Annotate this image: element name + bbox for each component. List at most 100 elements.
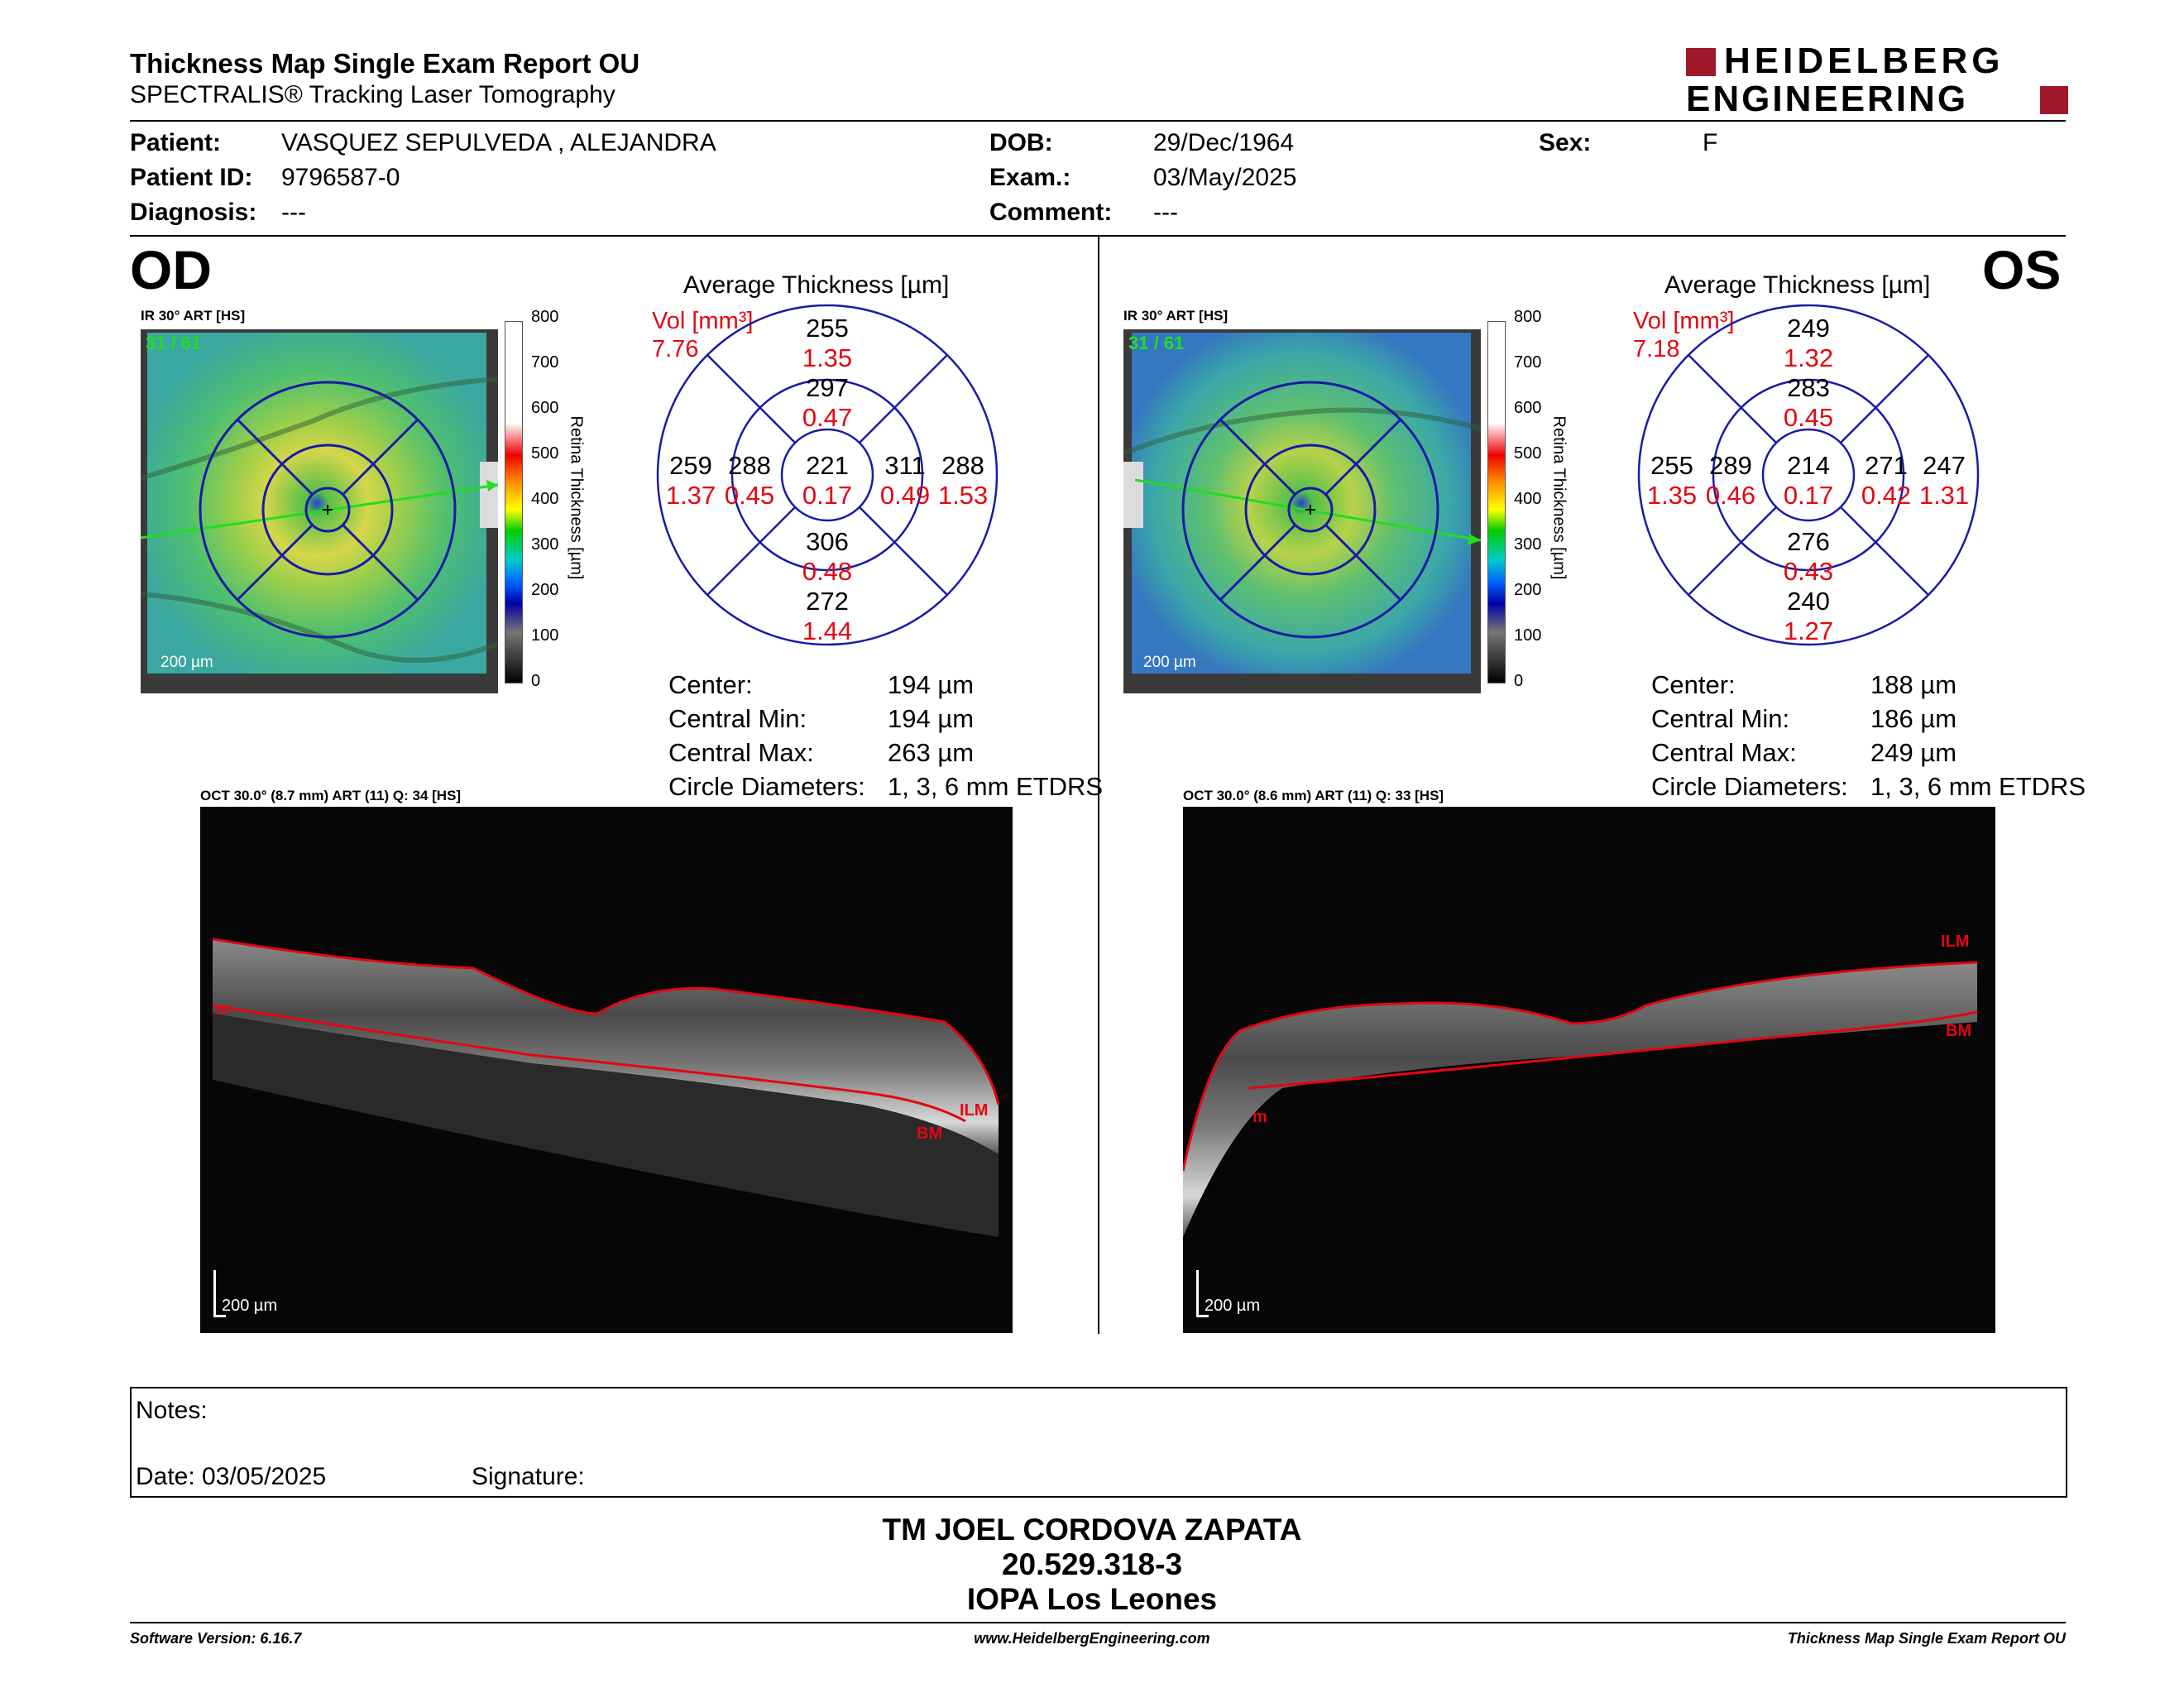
- od-tick-600: 600: [531, 399, 559, 417]
- os-outer-top: 249: [1787, 314, 1830, 343]
- od-max-value: 263 µm: [888, 738, 975, 767]
- os-tick-600: 600: [1514, 399, 1542, 417]
- od-inner-bottom: 306: [806, 527, 849, 556]
- od-outer-top: 255: [806, 314, 849, 343]
- od-tick-400: 400: [531, 490, 559, 508]
- os-tick-100: 100: [1514, 626, 1542, 645]
- patient-rule: [130, 235, 2066, 237]
- os-oct-scalebar: [1196, 1270, 1209, 1317]
- dob-value: 29/Dec/1964: [1153, 129, 1295, 156]
- footer-report-name: Thickness Map Single Exam Report OU: [1787, 1630, 2066, 1647]
- od-tick-800: 800: [531, 308, 559, 326]
- os-circ-value: 1, 3, 6 mm ETDRS: [1870, 772, 2086, 801]
- os-max-label: Central Max:: [1651, 738, 1797, 767]
- od-layer-bm: BM: [917, 1125, 943, 1143]
- notes-signature: Signature:: [472, 1463, 585, 1490]
- od-outer-bottom-vol: 1.44: [802, 616, 853, 645]
- od-inner-left: 288: [728, 451, 771, 480]
- os-outer-left: 255: [1650, 451, 1693, 480]
- os-tick-0: 0: [1514, 672, 1524, 690]
- od-inner-right-vol: 0.49: [879, 481, 931, 510]
- os-oct-label: OCT 30.0° (8.6 mm) ART (11) Q: 33 [HS]: [1183, 788, 1444, 803]
- od-map-scale: 200 µm: [160, 654, 213, 671]
- os-center-vol: 0.17: [1783, 481, 1834, 510]
- od-tick-200: 200: [531, 581, 559, 599]
- os-center-label: Center:: [1651, 670, 1736, 699]
- os-inner-right-vol: 0.42: [1861, 481, 1912, 510]
- patient-id-value: 9796587-0: [281, 164, 400, 191]
- os-colorbar-label: Retina Thickness [µm]: [1549, 415, 1569, 580]
- os-tick-400: 400: [1514, 490, 1542, 508]
- os-ir-label: IR 30° ART [HS]: [1123, 308, 1228, 324]
- os-circ-label: Circle Diameters:: [1651, 772, 1848, 801]
- od-eye-label: OD: [130, 239, 212, 300]
- os-map-scale: 200 µm: [1143, 654, 1196, 671]
- od-outer-right: 288: [941, 451, 984, 480]
- od-layer-m: m: [215, 1000, 230, 1019]
- od-vol-label: Vol [mm³]: [652, 308, 754, 334]
- od-outer-top-vol: 1.35: [802, 343, 853, 372]
- od-layer-ilm: ILM: [960, 1101, 989, 1120]
- os-layer-bm: BM: [1946, 1022, 1972, 1040]
- os-outer-right-vol: 1.31: [1918, 481, 1970, 510]
- od-inner-bottom-vol: 0.48: [802, 557, 853, 586]
- os-layer-ilm: ILM: [1941, 933, 1970, 951]
- os-tick-300: 300: [1514, 535, 1542, 554]
- diagnosis-label: Diagnosis:: [130, 199, 257, 226]
- os-center: 214: [1787, 451, 1830, 480]
- od-min-label: Central Min:: [668, 704, 807, 733]
- heidelberg-logo: HEIDELBERG ENGINEERING: [1686, 41, 2068, 119]
- report-title: Thickness Map Single Exam Report OU: [130, 48, 640, 79]
- od-tick-700: 700: [531, 353, 559, 372]
- os-min-label: Central Min:: [1651, 704, 1790, 733]
- od-outer-bottom: 272: [806, 587, 849, 616]
- os-thickness-map: 31 / 61 200 µm: [1123, 329, 1481, 693]
- os-tick-800: 800: [1514, 308, 1542, 326]
- od-ir-label: IR 30° ART [HS]: [141, 308, 246, 324]
- notes-date: Date: 03/05/2025: [136, 1463, 327, 1490]
- stamp-institution: IOPA Los Leones: [966, 1582, 1218, 1616]
- stamp-rut: 20.529.318-3: [1001, 1547, 1183, 1581]
- os-tick-200: 200: [1514, 581, 1542, 599]
- os-oct-scan: ILM BM m 200 µm: [1183, 807, 1995, 1333]
- od-tick-500: 500: [531, 444, 559, 463]
- report-subtitle: SPECTRALIS® Tracking Laser Tomography: [130, 81, 615, 108]
- notes-box[interactable]: [130, 1387, 2067, 1498]
- od-outer-left: 259: [669, 451, 712, 480]
- os-inner-top-vol: 0.45: [1783, 403, 1834, 432]
- os-outer-bottom: 240: [1787, 587, 1830, 616]
- od-oct-scalebar: [213, 1270, 226, 1317]
- os-layer-m: m: [1252, 1108, 1267, 1126]
- exam-value: 03/May/2025: [1153, 164, 1297, 191]
- od-center: 221: [806, 451, 849, 480]
- od-inner-left-vol: 0.45: [724, 481, 775, 510]
- os-etdrs-grid: [1637, 304, 1980, 646]
- os-inner-top: 283: [1787, 373, 1830, 402]
- comment-label: Comment:: [989, 199, 1113, 226]
- od-max-label: Central Max:: [668, 738, 814, 767]
- od-outer-left-vol: 1.37: [665, 481, 716, 510]
- os-outer-bottom-vol: 1.27: [1783, 616, 1834, 645]
- od-etdrs-grid: [656, 304, 999, 646]
- od-center-label: Center:: [668, 670, 753, 699]
- header-rule: [130, 120, 2066, 122]
- patient-name: VASQUEZ SEPULVEDA , ALEJANDRA: [281, 129, 716, 156]
- os-outer-top-vol: 1.32: [1783, 343, 1834, 372]
- os-eye-label: OS: [1982, 239, 2062, 300]
- os-max-value: 249 µm: [1870, 738, 1957, 767]
- od-min-value: 194 µm: [888, 704, 975, 733]
- od-tick-0: 0: [531, 672, 541, 690]
- od-center-vol: 0.17: [802, 481, 853, 510]
- os-tick-700: 700: [1514, 353, 1542, 372]
- od-center-value: 194 µm: [888, 670, 975, 699]
- os-inner-left-vol: 0.46: [1705, 481, 1756, 510]
- od-inner-right: 311: [884, 451, 926, 480]
- od-avg-title: Average Thickness [µm]: [683, 271, 950, 299]
- od-colorbar: [505, 321, 523, 683]
- os-vol-total: 7.18: [1633, 336, 1680, 362]
- footer-software: Software Version: 6.16.7: [130, 1630, 302, 1647]
- footer-website[interactable]: www.HeidelbergEngineering.com: [974, 1630, 1210, 1647]
- od-oct-scan: m ILM BM 200 µm: [200, 807, 1013, 1333]
- os-inner-bottom: 276: [1787, 527, 1830, 556]
- od-inner-top-vol: 0.47: [802, 403, 853, 432]
